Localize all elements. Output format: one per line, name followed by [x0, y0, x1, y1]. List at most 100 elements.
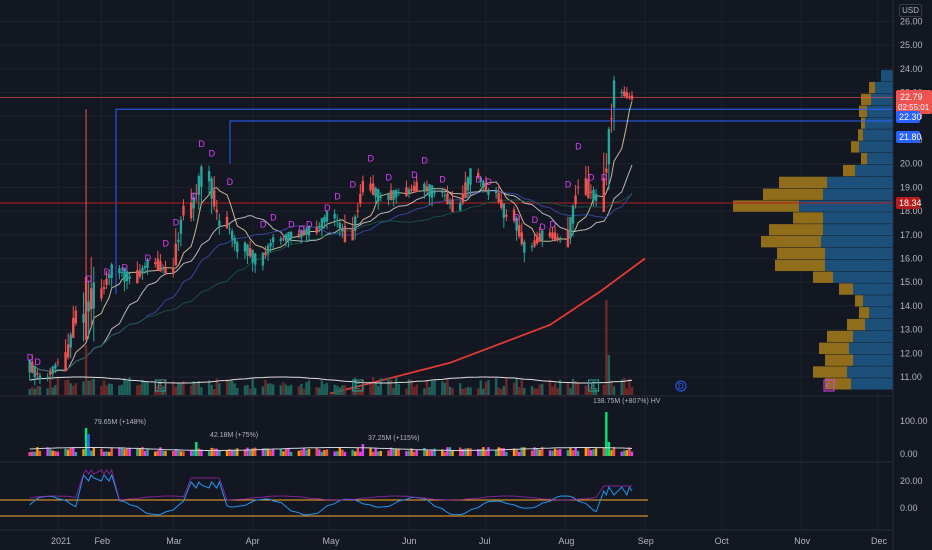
dividend-mark[interactable]: D — [122, 262, 129, 272]
volume-bar — [195, 442, 198, 456]
level-line-2[interactable] — [229, 120, 893, 164]
dividend-mark[interactable]: D — [532, 215, 539, 225]
dividend-mark[interactable]: D — [421, 156, 428, 166]
volume-bar — [520, 447, 523, 456]
candle-body — [333, 213, 336, 219]
volume-bar — [448, 447, 452, 456]
volume-bar — [338, 447, 341, 456]
dividend-mark[interactable]: D — [306, 220, 313, 230]
dividend-mark[interactable]: D — [411, 170, 418, 180]
candle-body — [323, 216, 326, 223]
volume-bar — [38, 450, 42, 456]
dividend-mark[interactable]: D — [539, 222, 546, 232]
dividend-mark[interactable]: D — [173, 217, 180, 227]
volume-bar — [356, 447, 359, 456]
dividend-mark[interactable]: D — [368, 153, 375, 163]
vp-down-bar — [769, 224, 823, 236]
volume-bar — [36, 447, 39, 456]
overlay-volume-bar — [110, 383, 113, 395]
overlay-volume-bar — [141, 379, 144, 395]
dividend-mark[interactable]: D — [298, 224, 305, 234]
volume-bar — [628, 447, 631, 456]
dividend-mark[interactable]: D — [270, 213, 277, 223]
vp-up-bar — [853, 354, 893, 366]
volume-bar — [607, 442, 611, 456]
dividend-mark[interactable]: D — [145, 253, 152, 263]
candle-body — [405, 187, 408, 197]
dividend-mark[interactable]: D — [27, 352, 34, 362]
dividend-mark[interactable]: D — [288, 220, 295, 230]
vp-down-bar — [779, 176, 827, 189]
overlay-volume-bar — [407, 379, 411, 395]
dividend-mark[interactable]: D — [163, 239, 170, 249]
candle-body — [602, 177, 605, 213]
overlay-volume-bar — [254, 387, 257, 395]
dividend-mark[interactable]: D — [191, 191, 198, 201]
future-earnings-mark[interactable] — [823, 379, 835, 392]
earnings-mark[interactable] — [352, 379, 364, 392]
volume-bar — [251, 448, 254, 456]
time-axis[interactable]: 2021 Feb Mar Apr May Jun Jul Aug Sep Oct Nov Dec — [51, 536, 888, 546]
dividend-mark[interactable]: D — [198, 139, 205, 149]
dividend-mark[interactable]: D — [350, 179, 357, 189]
dividend-mark[interactable]: D — [334, 191, 341, 201]
overlay-volume-bar — [64, 380, 67, 395]
dividend-mark[interactable]: D — [385, 172, 392, 182]
level-line-1[interactable] — [115, 108, 893, 295]
dividend-mark[interactable]: D — [227, 177, 234, 187]
dividend-mark[interactable]: D — [588, 172, 595, 182]
dividend-mark[interactable]: D — [475, 175, 482, 185]
currency-badge[interactable]: USD — [899, 4, 922, 17]
earnings-mark[interactable] — [588, 379, 600, 392]
volume-bar — [589, 449, 593, 456]
dividend-mark[interactable]: D — [550, 220, 557, 230]
dividend-mark[interactable]: D — [601, 172, 608, 182]
dividend-mark[interactable]: D — [104, 267, 111, 277]
vp-up-bar — [865, 318, 893, 331]
vp-down-bar — [847, 318, 865, 331]
volume-bar — [100, 448, 103, 456]
volume-bar — [430, 449, 434, 456]
dividend-mark[interactable]: D — [34, 357, 41, 367]
overlay-volume-bar — [351, 388, 354, 395]
candles — [28, 75, 634, 386]
volume-bar — [248, 449, 252, 456]
candle-body — [164, 266, 167, 274]
dividend-mark[interactable]: D — [565, 179, 572, 189]
dividend-mark[interactable]: D — [485, 177, 492, 187]
dividend-mark[interactable]: D — [514, 213, 521, 223]
candle-body — [559, 239, 562, 241]
candle-body — [523, 241, 526, 253]
volume-bar — [584, 447, 588, 456]
volume-bar — [46, 447, 49, 456]
vp-down-bar — [827, 330, 853, 343]
overlay-volume-bar — [54, 384, 57, 395]
candle-body — [189, 202, 193, 218]
dividend-mark[interactable]: D — [260, 220, 267, 230]
candle-body — [213, 190, 216, 207]
volume-bar — [323, 450, 326, 456]
overlay-volume-bar — [535, 388, 539, 395]
earnings-mark[interactable] — [154, 379, 166, 392]
volume-bar — [428, 450, 431, 456]
overlay-volume-bar — [443, 382, 447, 395]
candle-body — [538, 233, 541, 242]
dividend-mark[interactable]: D — [86, 274, 93, 284]
volume-bar — [377, 451, 380, 456]
overlay-volume-bar — [377, 385, 380, 395]
candle-body — [571, 205, 575, 224]
dividend-mark[interactable]: D — [439, 175, 446, 185]
candle-body — [392, 190, 395, 200]
overlay-volume-bar — [230, 380, 234, 395]
candle-body — [541, 230, 544, 240]
future-dividend-mark[interactable] — [675, 380, 687, 392]
dividend-mark[interactable]: D — [209, 149, 216, 159]
vp-down-bar — [825, 378, 851, 390]
dividend-mark[interactable]: D — [324, 203, 331, 213]
candle-body — [425, 186, 429, 191]
volume-bar — [541, 447, 544, 456]
dividend-mark[interactable]: D — [575, 141, 582, 151]
